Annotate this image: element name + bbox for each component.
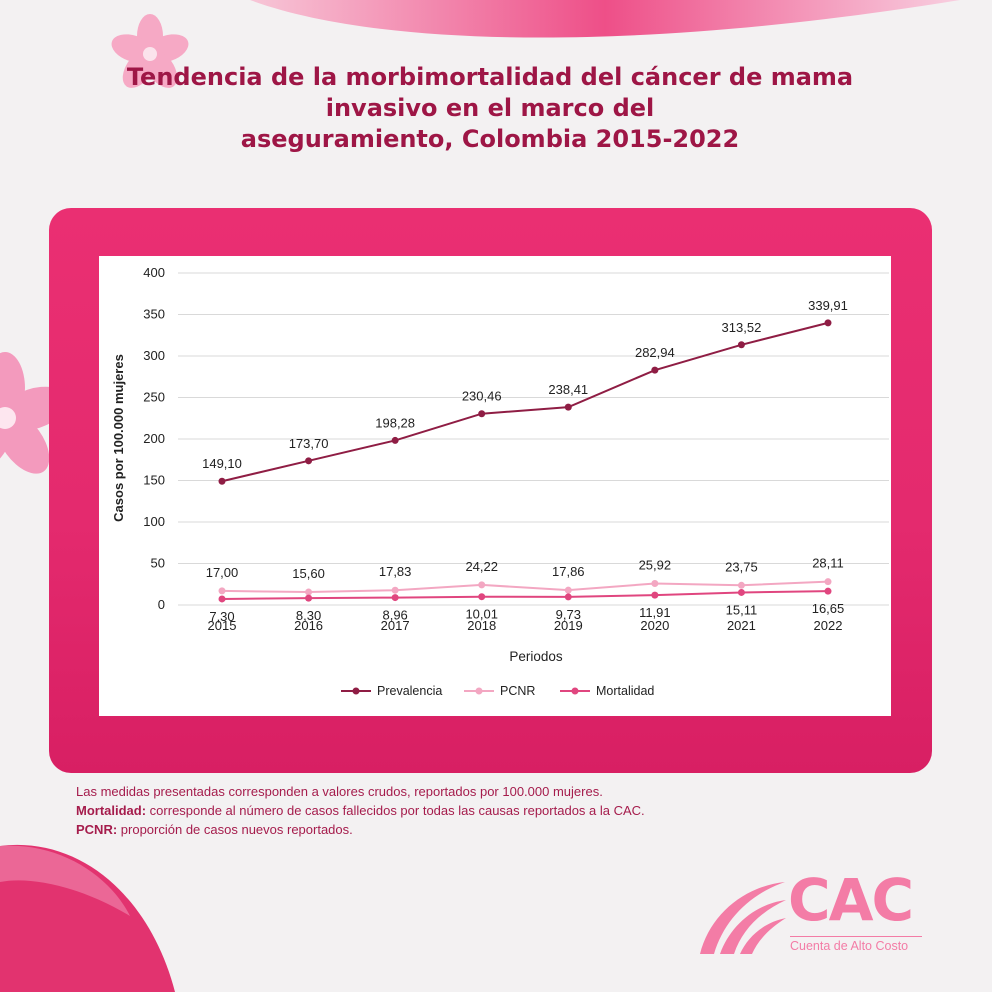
data-label: 149,10 xyxy=(202,456,242,471)
data-point xyxy=(651,591,659,599)
data-label: 16,65 xyxy=(812,601,845,616)
data-point xyxy=(824,578,832,586)
series-line xyxy=(221,321,829,483)
data-point xyxy=(737,588,745,596)
footnote-definition: corresponde al número de casos fallecido… xyxy=(146,803,645,818)
x-axis-title: Periodos xyxy=(509,649,563,664)
data-point xyxy=(305,457,313,465)
bottom-blob-decoration xyxy=(0,844,175,992)
data-label: 8,96 xyxy=(382,608,407,623)
legend-marker xyxy=(571,687,579,695)
footnote-term: PCNR: xyxy=(76,822,118,837)
y-axis-title: Casos por 100.000 mujeres xyxy=(111,354,126,522)
logo-swoosh-icon xyxy=(700,882,786,954)
y-tick-label: 350 xyxy=(143,307,165,322)
data-point xyxy=(824,319,832,327)
data-point xyxy=(478,593,486,601)
data-point xyxy=(478,410,486,418)
data-point xyxy=(218,587,226,595)
chart-panel: 0 50 100 150 200 250 300 350 400 2015 2016 2017 2018… xyxy=(99,256,891,716)
data-label: 15,11 xyxy=(726,602,758,617)
data-point xyxy=(651,579,659,587)
data-label: 282,94 xyxy=(635,345,675,360)
data-point xyxy=(218,595,226,603)
footnote-definition: proporción de casos nuevos reportados. xyxy=(117,822,353,837)
data-label: 230,46 xyxy=(462,389,502,404)
data-label: 8,30 xyxy=(296,608,321,623)
data-point xyxy=(737,341,745,349)
logo-wordmark: CAC xyxy=(788,866,914,934)
data-point xyxy=(305,594,313,602)
data-label: 339,91 xyxy=(808,298,848,313)
x-tick-label: 2016 xyxy=(294,618,323,633)
x-tick-label: 2021 xyxy=(727,618,756,633)
series-line xyxy=(221,590,829,600)
x-tick-label: 2017 xyxy=(381,618,410,633)
data-point xyxy=(218,477,226,485)
y-tick-label: 150 xyxy=(143,473,165,488)
y-tick-label: 400 xyxy=(143,265,165,280)
title-line: aseguramiento, Colombia 2015-2022 xyxy=(240,125,740,153)
footnote-line: Las medidas presentadas corresponden a v… xyxy=(76,784,603,799)
data-label: 313,52 xyxy=(722,320,762,335)
data-label: 15,60 xyxy=(292,566,325,581)
data-label: 17,86 xyxy=(552,564,585,579)
data-label: 198,28 xyxy=(375,415,415,430)
logo-subtitle: Cuenta de Alto Costo xyxy=(790,936,922,953)
y-tick-label: 50 xyxy=(151,556,165,571)
y-tick-label: 200 xyxy=(143,431,165,446)
legend-label: Prevalencia xyxy=(377,684,442,698)
flower-icon xyxy=(111,14,189,88)
data-label: 17,83 xyxy=(379,564,412,579)
data-label: 28,11 xyxy=(812,556,844,571)
data-label: 11,91 xyxy=(639,605,671,620)
x-tick-label: 2018 xyxy=(467,618,496,633)
data-point xyxy=(391,436,399,444)
x-tick-label: 2015 xyxy=(208,618,237,633)
data-point xyxy=(651,366,659,374)
x-tick-label: 2019 xyxy=(554,618,583,633)
data-point xyxy=(737,581,745,589)
data-label: 17,00 xyxy=(206,565,239,580)
page-title: Tendencia de la morbimortalidad del cánc… xyxy=(120,62,860,155)
y-tick-label: 0 xyxy=(158,597,165,612)
y-tick-label: 300 xyxy=(143,348,165,363)
cac-logo: CAC Cuenta de Alto Costo xyxy=(690,866,930,960)
data-point xyxy=(824,587,832,595)
data-label: 7,30 xyxy=(209,609,234,624)
x-tick-label: 2022 xyxy=(814,618,843,633)
data-point xyxy=(564,593,572,601)
data-label: 24,22 xyxy=(465,559,498,574)
title-line: Tendencia de la morbimortalidad del cánc… xyxy=(126,63,854,91)
footnote-line: Mortalidad: corresponde al número de cas… xyxy=(76,801,836,820)
data-label: 10,01 xyxy=(465,607,498,622)
footnote-term: Mortalidad: xyxy=(76,803,147,818)
line-chart: 0 50 100 150 200 250 300 350 400 2015 2016 2017 2018… xyxy=(111,265,889,698)
footnote-line: PCNR: proporción de casos nuevos reporta… xyxy=(76,820,836,839)
data-point xyxy=(391,594,399,602)
series-line xyxy=(221,580,829,594)
top-swoosh-decoration xyxy=(250,0,960,38)
y-tick-label: 100 xyxy=(143,514,165,529)
title-line: invasivo en el marco del xyxy=(325,94,655,122)
data-point xyxy=(391,586,399,594)
data-point xyxy=(564,586,572,594)
x-tick-label: 2020 xyxy=(640,618,669,633)
legend-label: PCNR xyxy=(500,684,535,698)
data-point xyxy=(478,581,486,589)
data-label: 173,70 xyxy=(289,436,329,451)
data-point xyxy=(564,403,572,411)
y-tick-label: 250 xyxy=(143,390,165,405)
data-label: 238,41 xyxy=(548,382,588,397)
legend-marker xyxy=(352,687,360,695)
data-label: 9,73 xyxy=(556,607,581,622)
legend-label: Mortalidad xyxy=(596,684,654,698)
data-point xyxy=(305,588,313,596)
legend-marker xyxy=(475,687,483,695)
footnotes: Las medidas presentadas corresponden a v… xyxy=(76,782,836,839)
data-label: 23,75 xyxy=(725,559,758,574)
data-label: 25,92 xyxy=(639,557,672,572)
